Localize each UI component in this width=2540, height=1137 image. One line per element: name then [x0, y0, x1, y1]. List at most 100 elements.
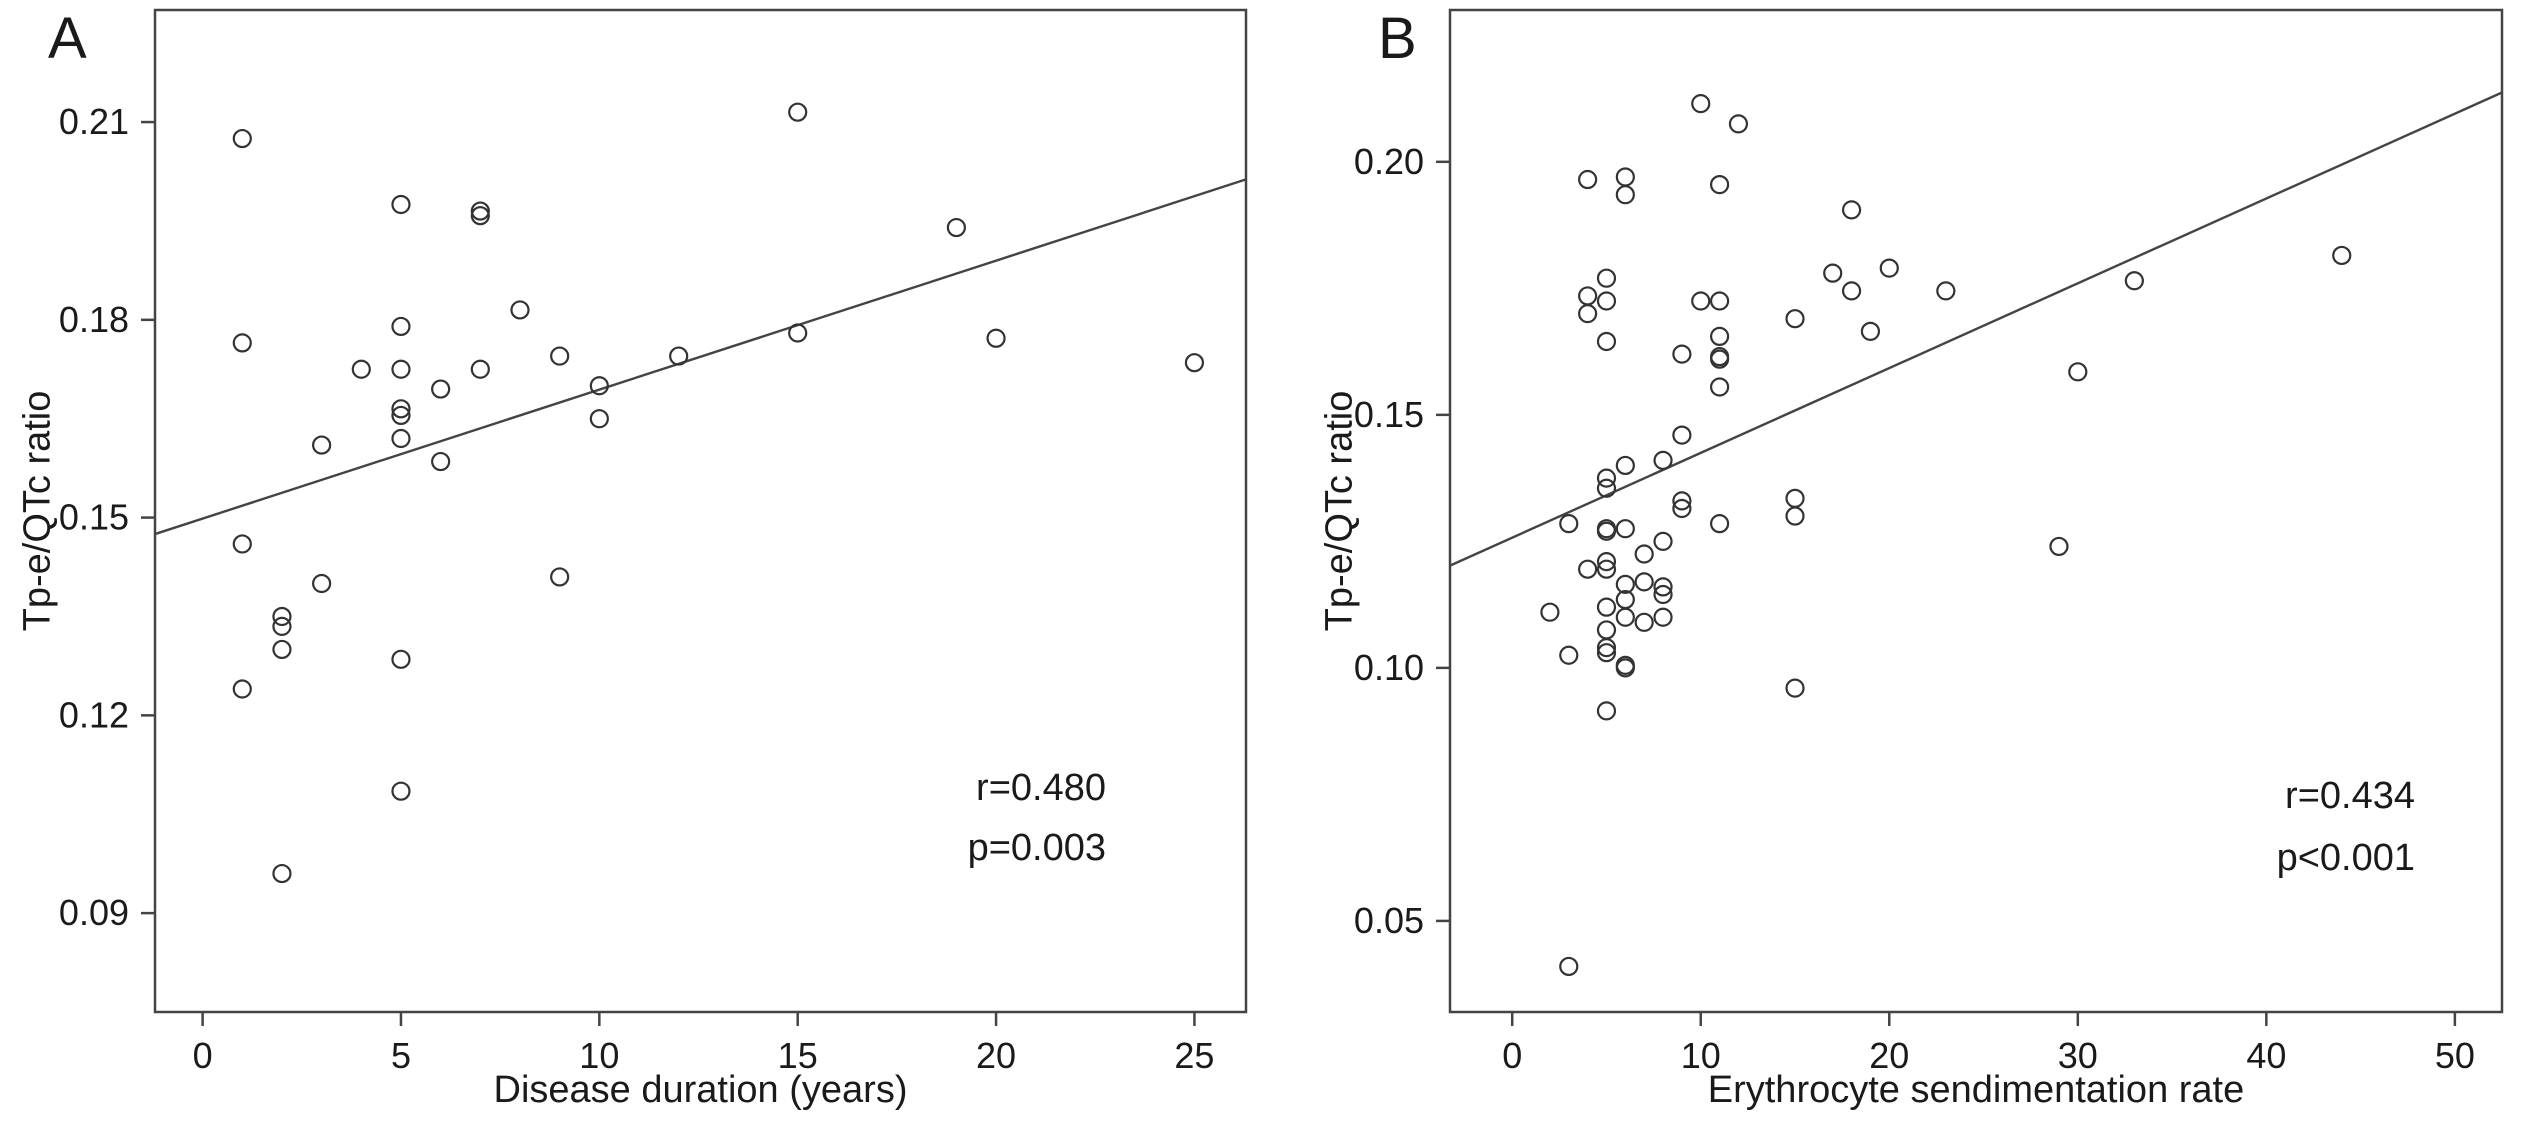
data-point	[1653, 450, 1673, 470]
data-point	[470, 359, 490, 379]
data-point	[510, 300, 530, 320]
x-tick-label-b: 30	[2058, 1035, 2098, 1076]
data-point	[1709, 514, 1730, 534]
data-point	[391, 649, 411, 669]
correlation-r-a: r=0.480	[976, 767, 1106, 809]
y-tick-label-b: 0.20	[1354, 141, 1424, 182]
data-point	[272, 616, 292, 636]
data-point	[1709, 326, 1730, 347]
data-point	[1578, 286, 1598, 306]
panel-letter-b: B	[1378, 6, 1417, 71]
x-tick-label-b: 0	[1502, 1035, 1522, 1076]
data-point	[391, 428, 411, 449]
x-tick-label-a: 10	[579, 1035, 619, 1076]
axis-ticks-a	[141, 120, 1196, 1026]
data-point	[1691, 94, 1711, 114]
data-point	[946, 217, 966, 238]
data-point	[1596, 597, 1617, 617]
y-tick-label-a: 0.09	[59, 892, 129, 933]
data-point	[1879, 258, 1899, 278]
data-point	[1596, 468, 1617, 488]
data-point	[232, 128, 252, 149]
data-point	[2049, 536, 2069, 557]
data-point	[1596, 638, 1617, 658]
data-point	[1559, 514, 1579, 534]
data-points-a	[232, 102, 1205, 884]
data-point	[1596, 268, 1617, 288]
x-axis-title-b: Erythrocyte sendimentation rate	[1708, 1069, 2245, 1111]
data-point	[1596, 521, 1617, 541]
data-point	[1615, 519, 1635, 539]
data-point	[1596, 559, 1617, 579]
data-point	[391, 316, 411, 337]
data-point	[1634, 544, 1654, 564]
plot-frame-b	[1448, 8, 2504, 1014]
data-point	[1596, 331, 1617, 352]
data-point	[1596, 291, 1617, 311]
correlation-r-b: r=0.434	[2285, 775, 2415, 817]
data-point	[550, 346, 570, 366]
axis-ticks-b	[1436, 160, 2457, 1026]
tick-labels-b: 0 10 20 30 40 50 0.05 0.10 0.15 0.20	[1354, 141, 2475, 1076]
y-axis-title-a: Tp-e/QTc ratio	[16, 391, 58, 632]
data-point	[1653, 577, 1673, 597]
data-point	[1559, 645, 1579, 665]
data-point	[1634, 572, 1654, 592]
x-tick-label-b: 10	[1681, 1035, 1721, 1076]
data-point	[391, 781, 411, 801]
data-point	[232, 333, 252, 353]
data-point	[1653, 584, 1673, 605]
x-tick-label-a: 5	[391, 1035, 411, 1076]
data-point	[589, 376, 609, 396]
y-tick-label-a: 0.15	[59, 497, 129, 538]
plot-frame-a	[153, 8, 1248, 1014]
y-tick-label-b: 0.15	[1354, 394, 1424, 435]
data-point	[1709, 377, 1730, 397]
data-point	[550, 567, 570, 587]
y-tick-label-a: 0.21	[59, 101, 129, 142]
panel-letter-a: A	[48, 6, 87, 71]
data-point	[1672, 491, 1692, 511]
panel-a: A 0 5 10 15 20 25 0.09 0.12 0.15 0.18 0.21 Disease…	[16, 6, 1248, 1111]
data-point	[1615, 607, 1635, 627]
data-point	[391, 194, 411, 215]
data-point	[272, 863, 292, 884]
data-point	[1672, 425, 1692, 445]
data-point	[1634, 612, 1654, 632]
data-point	[1596, 552, 1617, 572]
data-point	[788, 102, 808, 122]
data-point	[1559, 956, 1579, 977]
panel-b: B 0 10 20 30 40 50 0.05 0.10 0.15 0.20 Erythrocyt…	[1318, 6, 2504, 1111]
data-point	[431, 379, 451, 399]
data-point	[1709, 291, 1730, 311]
data-point	[1841, 281, 1862, 301]
data-point	[1578, 559, 1598, 579]
data-point	[470, 201, 490, 221]
data-point	[1691, 291, 1711, 311]
data-point	[1615, 167, 1635, 187]
data-point	[1596, 701, 1617, 721]
data-point	[1615, 658, 1635, 678]
data-point	[669, 346, 689, 366]
data-point	[1615, 185, 1635, 205]
x-tick-label-a: 20	[976, 1035, 1016, 1076]
data-point	[312, 573, 332, 594]
data-point	[272, 639, 292, 660]
data-point	[1785, 309, 1805, 329]
data-point	[272, 606, 292, 627]
data-point	[1709, 174, 1730, 195]
data-point	[1596, 478, 1617, 498]
data-point	[1596, 620, 1617, 640]
data-point	[1615, 574, 1635, 594]
data-point	[431, 451, 451, 472]
data-point	[1672, 344, 1692, 364]
x-axis-title-a: Disease duration (years)	[494, 1069, 908, 1111]
data-points-b	[1540, 94, 2352, 977]
data-point	[1653, 607, 1673, 627]
data-point	[1184, 353, 1205, 373]
data-point	[232, 679, 252, 699]
data-point	[1578, 169, 1598, 190]
y-axis-title-b: Tp-e/QTc ratio	[1318, 391, 1360, 632]
data-point	[1841, 200, 1862, 220]
